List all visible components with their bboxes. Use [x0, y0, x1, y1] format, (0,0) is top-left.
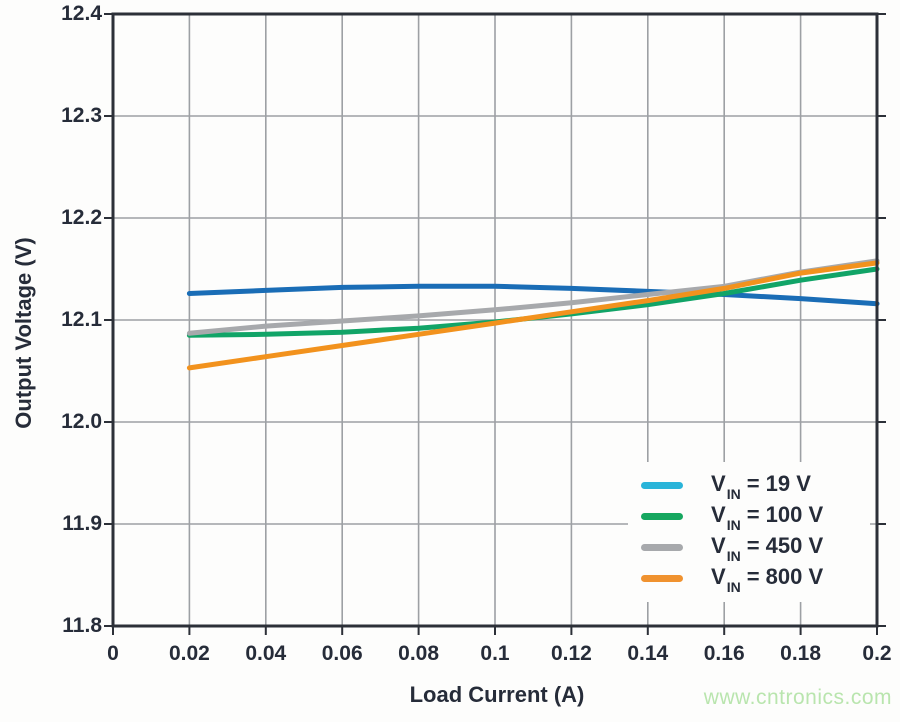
x-tick-label: 0.16: [703, 642, 745, 665]
x-tick-label: 0: [107, 642, 119, 665]
legend-item-800v: VIN = 800 V: [628, 563, 870, 595]
x-axis-title: Load Current (A): [409, 682, 585, 707]
legend-item-450v: VIN = 450 V: [628, 532, 870, 564]
x-tick-label: 0.18: [780, 642, 822, 665]
legend-swatch: [641, 513, 683, 520]
y-tick-label: 12.3: [61, 104, 102, 127]
legend-swatch: [641, 544, 683, 551]
y-tick-label: 11.9: [62, 512, 102, 535]
y-tick-label: 12.2: [61, 206, 102, 229]
series-line-800v: [186, 260, 880, 371]
legend-item-19v: VIN = 19 V: [628, 470, 870, 502]
x-tick-label: 0.08: [398, 642, 440, 665]
x-tick-label: 0.12: [550, 642, 592, 665]
legend-label: VIN = 450 V: [711, 533, 824, 564]
series-line-19v: [186, 283, 880, 307]
legend-item-100v: VIN = 100 V: [628, 501, 870, 533]
legend-swatch: [641, 482, 683, 489]
legend-swatch: [641, 575, 683, 582]
plot-border: [111, 12, 879, 628]
x-tick-label: 0.1: [480, 642, 510, 665]
watermark: www.cntronics.com: [703, 686, 892, 709]
y-axis-title-text: Output Voltage (V): [11, 237, 36, 429]
x-tick-label: 0.14: [627, 642, 669, 665]
legend-label: VIN = 100 V: [711, 502, 824, 533]
x-tick-label: 0.02: [168, 642, 210, 665]
y-tick-label: 12.1: [61, 308, 102, 331]
x-tick-label: 0.06: [321, 642, 363, 665]
y-tick-label: 12.4: [61, 2, 102, 25]
x-tick-label: 0.2: [862, 642, 892, 665]
legend: VIN = 19 V VIN = 100 V VIN = 450 V VIN = 800 V: [628, 462, 870, 602]
y-tick-label: 12.0: [61, 410, 102, 433]
y-tick-label: 11.8: [62, 614, 102, 637]
x-tick-label: 0.04: [245, 642, 287, 665]
legend-label: VIN = 19 V: [711, 471, 811, 502]
y-axis-title: Output Voltage (V): [11, 142, 37, 428]
legend-label: VIN = 800 V: [711, 564, 824, 595]
